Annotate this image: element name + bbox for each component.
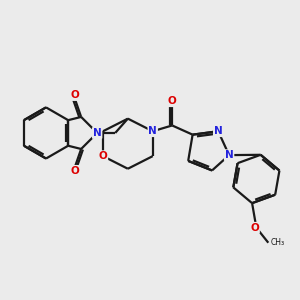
Text: CH₃: CH₃ (271, 238, 285, 247)
Text: N: N (93, 128, 101, 138)
Text: N: N (214, 126, 223, 136)
Text: N: N (225, 150, 233, 160)
Text: O: O (70, 90, 80, 100)
Text: O: O (70, 166, 80, 176)
Text: O: O (168, 96, 176, 106)
Text: N: N (148, 126, 157, 136)
Text: O: O (99, 151, 107, 161)
Text: O: O (250, 223, 259, 233)
